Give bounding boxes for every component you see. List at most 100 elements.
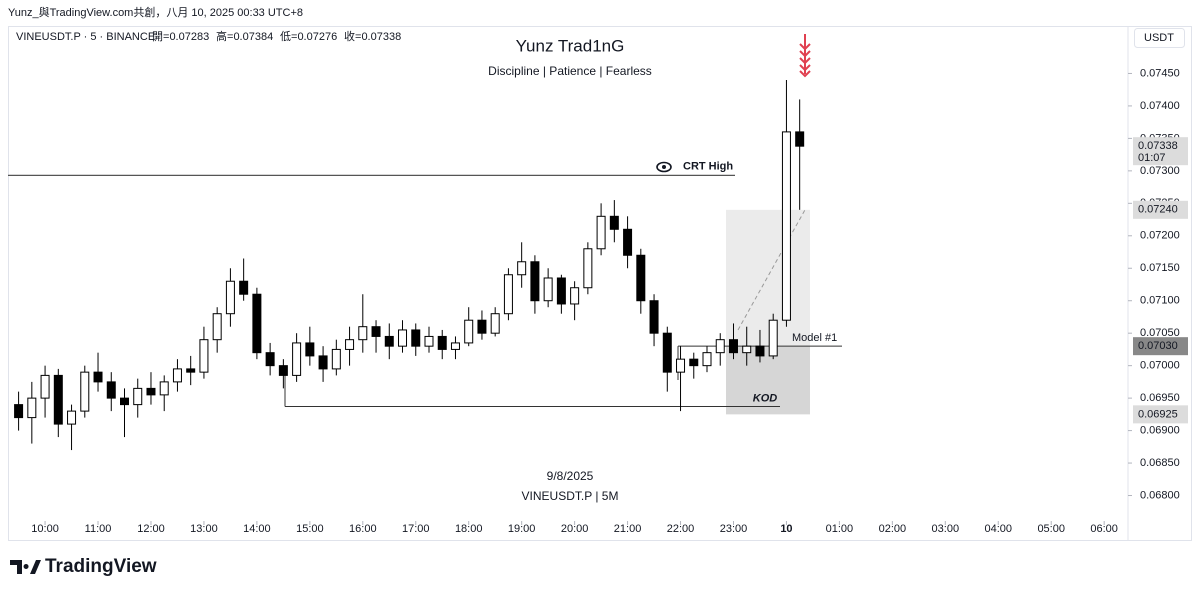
ohlc-item: 收=0.07338 bbox=[344, 29, 401, 43]
candle-body bbox=[331, 348, 341, 370]
candle-body bbox=[159, 381, 169, 396]
candle-body bbox=[318, 355, 328, 370]
candle-body bbox=[636, 254, 646, 302]
candle-body bbox=[93, 371, 103, 383]
candle-body bbox=[503, 274, 513, 315]
x-tick-label: 20:00 bbox=[561, 523, 589, 535]
candle-body bbox=[424, 335, 434, 347]
y-tick-label: 0.07000 bbox=[1140, 360, 1180, 372]
ohlc-item: 低=0.07276 bbox=[280, 30, 337, 43]
candle-body bbox=[596, 215, 606, 250]
candle-body bbox=[781, 131, 791, 321]
candle-body bbox=[411, 329, 421, 347]
price-label: 0.07240 bbox=[1138, 204, 1178, 216]
y-tick-label: 0.07100 bbox=[1140, 295, 1180, 307]
ohlc-value: 0.07384 bbox=[233, 31, 273, 43]
candle-body bbox=[530, 261, 540, 302]
sell-arrows bbox=[799, 34, 811, 78]
y-tick-label: 0.06950 bbox=[1140, 392, 1180, 404]
kod-label: KOD bbox=[753, 392, 778, 404]
ohlc-legend: 開=0.07283 高=0.07384 低=0.07276 收=0.07338 bbox=[152, 29, 401, 43]
candle-body bbox=[186, 368, 196, 373]
candle-body bbox=[27, 397, 37, 419]
candle-body bbox=[384, 335, 394, 347]
candle-body bbox=[40, 374, 50, 399]
price-label: 0.07338 bbox=[1138, 140, 1178, 152]
price-label-box bbox=[1133, 337, 1188, 356]
watermark-symbol: VINEUSDT.P | 5M bbox=[522, 489, 619, 503]
candle-body bbox=[80, 371, 90, 412]
x-tick-label: 21:00 bbox=[614, 523, 642, 535]
price-label-box bbox=[1133, 405, 1188, 424]
x-tick-label: 01:00 bbox=[826, 523, 854, 535]
x-tick-label: 22:00 bbox=[667, 523, 695, 535]
candle-body bbox=[172, 368, 182, 383]
x-tick-label: 12:00 bbox=[137, 523, 165, 535]
candle-body bbox=[225, 280, 235, 315]
candle-body bbox=[676, 358, 686, 373]
price-label: 0.07030 bbox=[1138, 340, 1178, 352]
candle-body bbox=[583, 248, 593, 289]
candle-body bbox=[146, 387, 156, 396]
chart-frame bbox=[8, 26, 1192, 541]
y-tick-label: 0.07300 bbox=[1140, 165, 1180, 177]
candle-body bbox=[570, 287, 580, 305]
y-tick-label: 0.06800 bbox=[1140, 489, 1180, 501]
candle-body bbox=[609, 215, 619, 230]
y-tick-label: 0.07050 bbox=[1140, 327, 1180, 339]
candle-body bbox=[490, 313, 500, 334]
x-tick-label: 15:00 bbox=[296, 523, 324, 535]
y-tick-label: 0.07150 bbox=[1140, 262, 1180, 274]
candle-body bbox=[662, 332, 672, 373]
watermark-date: 9/8/2025 bbox=[547, 469, 594, 483]
candle-body bbox=[768, 319, 778, 357]
candle-body bbox=[14, 404, 24, 419]
candle-body bbox=[67, 410, 77, 425]
ohlc-label: 開= bbox=[152, 30, 169, 43]
candle-body bbox=[239, 280, 249, 295]
x-tick-label: 02:00 bbox=[879, 523, 907, 535]
candle-body bbox=[623, 228, 633, 256]
price-label: 0.06925 bbox=[1138, 408, 1178, 420]
y-tick-label: 0.07200 bbox=[1140, 230, 1180, 242]
candle-body bbox=[278, 365, 288, 376]
zone-lower bbox=[726, 346, 810, 415]
candle-body bbox=[437, 335, 447, 350]
candle-body bbox=[742, 345, 752, 354]
candle-body bbox=[345, 339, 355, 350]
symbol-line: VINEUSDT.P · 5 · BINANCE bbox=[16, 31, 155, 43]
x-tick-label: 16:00 bbox=[349, 523, 377, 535]
ohlc-item: 開=0.07283 bbox=[152, 30, 209, 43]
currency-box bbox=[1134, 28, 1185, 48]
candle-body bbox=[305, 342, 315, 357]
candle-body bbox=[358, 326, 368, 341]
candle-body bbox=[120, 397, 130, 406]
candle-body bbox=[292, 342, 302, 376]
chart-title: Yunz Trad1nG bbox=[516, 36, 625, 55]
ohlc-value: 0.07338 bbox=[361, 31, 401, 43]
candle-body bbox=[265, 352, 275, 367]
eye-icon bbox=[656, 161, 672, 173]
currency: USDT bbox=[1144, 32, 1174, 44]
candle-body bbox=[517, 261, 527, 276]
x-tick-label: 10:00 bbox=[31, 523, 59, 535]
y-tick-label: 0.06900 bbox=[1140, 424, 1180, 436]
price-label-box bbox=[1133, 200, 1188, 219]
y-tick-label: 0.06850 bbox=[1140, 457, 1180, 469]
candle-body bbox=[715, 339, 725, 354]
ohlc-value: 0.07276 bbox=[297, 31, 337, 43]
candle-body bbox=[53, 374, 63, 425]
candle-body bbox=[371, 326, 381, 337]
ohlc-label: 高= bbox=[216, 29, 233, 43]
x-tick-label: 06:00 bbox=[1090, 523, 1118, 535]
candle-body bbox=[450, 342, 460, 350]
candle-body bbox=[252, 293, 262, 354]
brand-logo bbox=[10, 560, 41, 574]
x-tick-label: 17:00 bbox=[402, 523, 430, 535]
x-tick-label: 03:00 bbox=[932, 523, 960, 535]
x-tick-label: 23:00 bbox=[720, 523, 748, 535]
ohlc-item: 高=0.07384 bbox=[216, 29, 273, 43]
x-tick-label: 04:00 bbox=[984, 523, 1012, 535]
